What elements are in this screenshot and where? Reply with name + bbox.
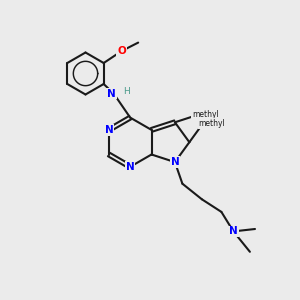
Text: methyl: methyl (198, 119, 225, 128)
Text: N: N (126, 162, 135, 172)
Text: N: N (107, 88, 116, 99)
Text: H: H (123, 87, 130, 96)
Text: N: N (104, 125, 113, 135)
Text: N: N (229, 226, 238, 236)
Text: methyl: methyl (192, 110, 219, 119)
Text: N: N (170, 157, 179, 167)
Text: O: O (117, 46, 126, 56)
